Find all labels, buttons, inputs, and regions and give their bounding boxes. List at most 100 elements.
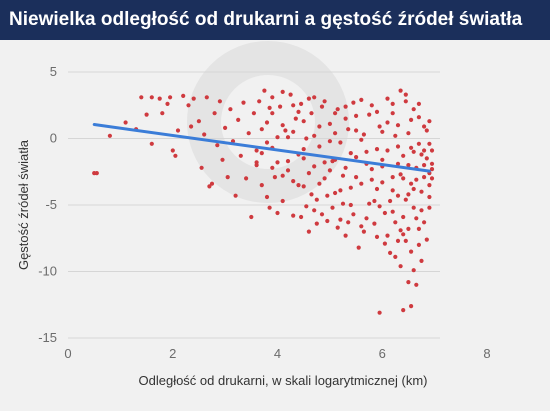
data-point bbox=[390, 188, 395, 193]
data-point bbox=[280, 123, 285, 128]
data-point bbox=[416, 141, 421, 146]
data-point bbox=[409, 181, 414, 186]
data-point bbox=[419, 208, 424, 213]
data-point bbox=[395, 193, 401, 198]
data-point bbox=[267, 105, 272, 110]
data-point bbox=[275, 135, 280, 140]
data-point bbox=[369, 167, 374, 172]
data-point bbox=[411, 205, 416, 210]
data-point bbox=[401, 176, 406, 181]
data-point bbox=[107, 133, 112, 138]
data-point bbox=[395, 123, 401, 128]
data-point bbox=[264, 194, 270, 200]
data-point bbox=[395, 144, 401, 149]
chart-title: Niewielka odległość od drukarni a gęstoś… bbox=[0, 0, 550, 40]
data-point bbox=[333, 190, 338, 196]
data-point bbox=[422, 148, 427, 153]
data-point bbox=[359, 137, 364, 142]
data-point bbox=[319, 212, 325, 217]
data-point bbox=[304, 136, 309, 141]
data-point bbox=[254, 160, 259, 165]
data-point bbox=[382, 241, 387, 246]
data-point bbox=[291, 213, 296, 218]
data-point bbox=[312, 95, 317, 100]
data-point bbox=[280, 89, 285, 94]
data-point bbox=[380, 180, 385, 185]
data-point bbox=[380, 129, 385, 134]
data-point bbox=[238, 153, 243, 158]
data-point bbox=[346, 220, 351, 225]
data-point bbox=[325, 218, 330, 224]
data-point bbox=[264, 120, 270, 125]
data-point bbox=[333, 131, 338, 136]
data-point bbox=[317, 181, 322, 186]
data-point bbox=[259, 183, 264, 188]
data-point bbox=[385, 120, 390, 125]
data-point bbox=[401, 214, 406, 220]
x-axis-ticks: 0 2 4 6 8 bbox=[64, 346, 490, 361]
data-point bbox=[393, 254, 398, 259]
data-point bbox=[422, 163, 427, 168]
x-tick-label: 0 bbox=[64, 346, 71, 361]
x-tick-label: 8 bbox=[483, 346, 490, 361]
data-point bbox=[406, 280, 411, 285]
data-point bbox=[398, 228, 403, 233]
data-point bbox=[427, 141, 432, 146]
data-point bbox=[327, 139, 332, 144]
data-point bbox=[272, 175, 277, 180]
data-point bbox=[377, 310, 382, 315]
data-point bbox=[424, 156, 429, 161]
data-point bbox=[340, 201, 346, 206]
data-point bbox=[361, 229, 366, 234]
data-point bbox=[390, 209, 395, 214]
data-point bbox=[427, 194, 432, 200]
data-point bbox=[293, 116, 298, 121]
data-point bbox=[123, 120, 128, 125]
data-point bbox=[429, 161, 435, 166]
data-point bbox=[236, 117, 241, 122]
data-point bbox=[215, 143, 220, 148]
data-point bbox=[393, 133, 398, 138]
data-point bbox=[369, 177, 374, 182]
data-point bbox=[228, 107, 233, 112]
data-point bbox=[175, 128, 181, 133]
data-point bbox=[406, 131, 411, 136]
data-point bbox=[364, 149, 369, 154]
data-point bbox=[409, 304, 414, 309]
data-point bbox=[409, 117, 414, 122]
data-point bbox=[385, 233, 390, 238]
data-point bbox=[314, 221, 319, 226]
data-point bbox=[270, 165, 275, 170]
data-point bbox=[393, 220, 398, 225]
data-point bbox=[385, 148, 390, 153]
data-point bbox=[217, 99, 222, 104]
y-tick-label: -15 bbox=[38, 330, 57, 345]
data-point bbox=[291, 179, 296, 184]
x-tick-label: 6 bbox=[379, 346, 386, 361]
data-point bbox=[348, 151, 353, 156]
data-point bbox=[429, 148, 435, 153]
data-point bbox=[398, 88, 403, 93]
data-point bbox=[406, 192, 411, 197]
data-point bbox=[359, 181, 364, 186]
data-point bbox=[322, 99, 327, 104]
data-point bbox=[285, 168, 291, 173]
data-point bbox=[382, 210, 387, 216]
scatter-points bbox=[92, 88, 435, 315]
data-point bbox=[385, 96, 390, 101]
data-point bbox=[395, 238, 401, 243]
data-point bbox=[414, 177, 419, 182]
data-point bbox=[220, 157, 225, 162]
data-point bbox=[374, 234, 380, 239]
data-point bbox=[306, 229, 311, 234]
data-point bbox=[280, 173, 285, 178]
data-point bbox=[377, 204, 382, 209]
data-point bbox=[285, 159, 291, 164]
data-point bbox=[374, 147, 380, 152]
data-point bbox=[346, 127, 351, 132]
data-point bbox=[411, 107, 416, 112]
data-point bbox=[359, 97, 364, 102]
data-point bbox=[330, 205, 335, 210]
data-point bbox=[327, 121, 332, 126]
data-point bbox=[160, 111, 165, 116]
